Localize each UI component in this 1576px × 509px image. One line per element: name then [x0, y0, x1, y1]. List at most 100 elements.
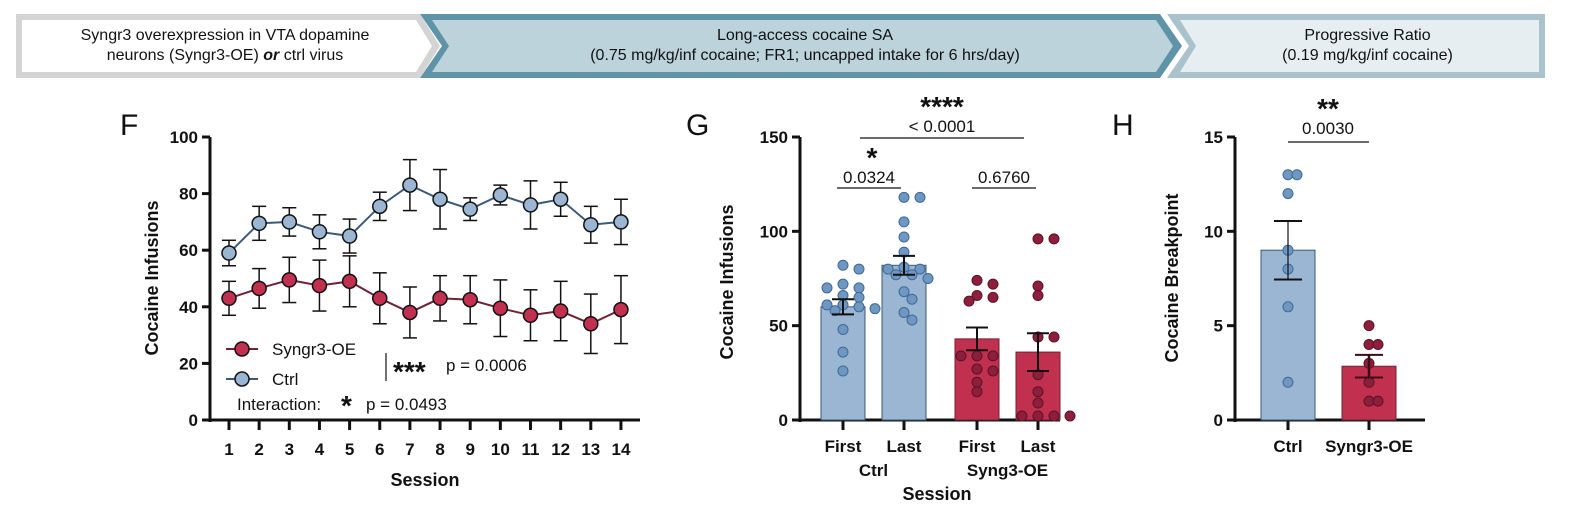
interaction-label: Interaction:: [237, 395, 321, 414]
panel-h-data: [1260, 169, 1397, 421]
panel-f-point-syngr3: [402, 304, 418, 321]
step2-line1: Long-access cocaine SA: [716, 27, 894, 44]
panel-g-data-point: [987, 278, 999, 290]
panel-h-x-tick-label: Syngr3-OE: [1325, 437, 1413, 456]
panel-f-x-tick-label: 5: [345, 440, 354, 459]
panel-g-comparison-stars: ****: [920, 91, 964, 122]
step3-chevron-inner: [1180, 20, 1539, 72]
panel-g-y-tick-label: 50: [769, 317, 788, 336]
legend-label-syngr3: Syngr3-OE: [272, 340, 356, 359]
panel-g-data-point: [898, 286, 910, 298]
panel-f-y-tick-label: 60: [179, 241, 198, 260]
panel-g-data-point: [971, 289, 983, 301]
panel-g-ylabel: Cocaine Infusions: [717, 204, 737, 359]
panel-g-data-point: [987, 350, 999, 362]
panel-f-x-tick-label: 12: [551, 440, 570, 459]
panel-g-data: [820, 191, 1076, 422]
panel-g-comparison-stars: *: [867, 142, 878, 173]
panel-h-data-point: [1282, 301, 1294, 313]
legend-label-ctrl: Ctrl: [272, 370, 298, 389]
panel-g-data-point: [1032, 397, 1044, 409]
panel-h-data-point: [1372, 339, 1384, 351]
panel-f-point-syngr3: [432, 290, 448, 307]
panel-g-data-point: [821, 299, 833, 311]
panel-g-y-tick-label: 0: [779, 411, 788, 430]
panel-g-data-point: [1048, 233, 1060, 245]
panel-f-x-tick-label: 3: [285, 440, 294, 459]
panel-f-point-syngr3: [613, 301, 629, 318]
panel-f-point-ctrl: [281, 214, 298, 230]
panel-letter-f: F: [120, 109, 138, 142]
panel-g-data-point: [922, 273, 934, 284]
panel-g-data-point: [853, 301, 865, 313]
panel-h-data-point: [1363, 320, 1375, 332]
panel-g-data-point: [1016, 410, 1028, 422]
panel-f-y-tick-label: 100: [170, 128, 198, 147]
panel-letter-g: G: [686, 109, 709, 142]
panel-h-data-point: [1363, 376, 1375, 388]
panel-f-point-ctrl: [432, 191, 448, 208]
panel-g-data-point: [955, 350, 967, 362]
panel-g-data-point: [914, 191, 926, 203]
panel-f-x-tick-label: 1: [224, 440, 233, 459]
panel-f-point-ctrl: [492, 187, 509, 203]
step1-line2-pre: neurons (Syngr3-OE): [106, 47, 264, 64]
panel-g-data-point: [1032, 233, 1044, 245]
panel-letter-h: H: [1112, 109, 1134, 142]
panel-g-data-point: [869, 303, 881, 315]
panel-f-x-tick-label: 11: [522, 440, 540, 459]
panel-g-x-tick-label: Last: [887, 437, 922, 456]
panel-f-point-ctrl: [583, 216, 599, 233]
panel-g-xlabel: Session: [902, 484, 971, 504]
panel-f-point-ctrl: [221, 245, 237, 261]
panel-f-point-ctrl: [552, 191, 569, 208]
panel-f-point-syngr3: [221, 290, 237, 307]
panel-g-data-point: [914, 263, 926, 275]
panel-f-point-syngr3: [341, 273, 358, 290]
panel-f-point-ctrl: [372, 198, 388, 215]
panel-f-x-tick-label: 4: [315, 440, 325, 459]
panel-f-xlabel: Session: [390, 470, 459, 490]
panel-g-data-point: [971, 386, 983, 398]
timeline-chevrons: [16, 14, 1545, 78]
panel-g-data-point: [971, 376, 983, 388]
panel-h: H Cocaine Breakpoint 0 5 10 15 Ctrl Syngr3-OE…: [1112, 93, 1425, 456]
panel-g: G Cocaine Infusions Session 0 50 100 150 Fir…: [686, 91, 1076, 504]
panel-g-y-tick-label: 150: [760, 128, 788, 147]
panel-h-y-tick-label: 0: [1214, 411, 1223, 430]
panel-f-point-syngr3: [552, 303, 569, 319]
panel-h-y-tick-label: 10: [1204, 222, 1223, 241]
step3-line2: (0.19 mg/kg/inf cocaine): [1282, 47, 1453, 64]
panel-f-point-ctrl: [251, 215, 267, 232]
panel-g-group-label: Syng3-OE: [967, 461, 1048, 480]
panel-g-data-point: [898, 306, 910, 318]
step1-line2-emphasis: or: [263, 47, 280, 64]
panel-g-data-point: [963, 295, 975, 307]
panel-h-ylabel: Cocaine Breakpoint: [1162, 193, 1182, 362]
panel-g-data-point: [906, 293, 918, 305]
panel-g-data-point: [898, 191, 910, 203]
step2-text: Long-access cocaine SA (0.75 mg/kg/inf c…: [450, 26, 1160, 66]
panel-g-data-point: [906, 314, 918, 326]
panel-g-comparison-p: < 0.0001: [909, 117, 976, 136]
panel-f-point-ctrl: [613, 214, 629, 230]
panel-h-y-tick-label: 15: [1204, 128, 1223, 147]
step1-line1: Syngr3 overexpression in VTA dopamine: [80, 27, 370, 44]
panel-g-x-tick-label: Last: [1021, 437, 1056, 456]
panel-f-point-syngr3: [583, 316, 599, 332]
panel-f-x-tick-label: 8: [435, 440, 444, 459]
panel-g-data-point: [987, 291, 999, 303]
legend-marker-ctrl: [234, 371, 250, 387]
panel-g-data-point: [837, 323, 849, 335]
panel-f-point-syngr3: [372, 290, 388, 307]
panel-g-data-point: [1064, 410, 1076, 422]
interaction-p-value: p = 0.0493: [366, 395, 447, 414]
panel-g-data-point: [1032, 289, 1044, 301]
panel-h-annotations: 0.0030**: [1288, 93, 1369, 143]
panel-g-data-point: [1032, 386, 1044, 398]
panel-f-data: [221, 158, 629, 355]
step3-line1: Progressive Ratio: [1304, 27, 1431, 44]
panel-g-data-point: [837, 346, 849, 358]
step1-line2: neurons (Syngr3-OE) or ctrl virus: [30, 46, 420, 66]
